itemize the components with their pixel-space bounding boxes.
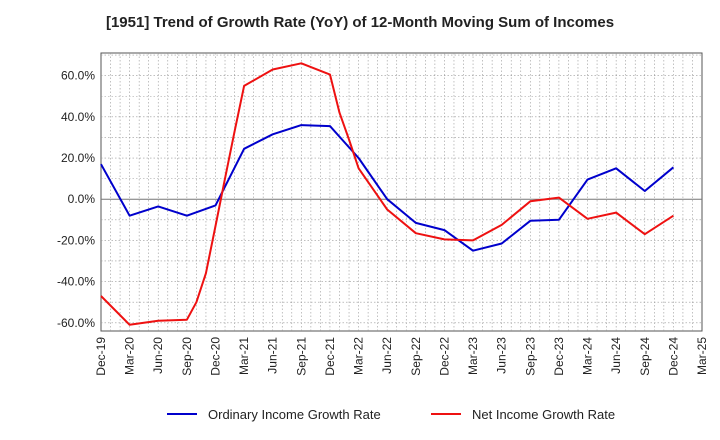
x-tick-label: Dec-21 xyxy=(323,337,337,376)
y-tick-label: 0.0% xyxy=(68,192,96,206)
chart-title: [1951] Trend of Growth Rate (YoY) of 12-… xyxy=(105,14,615,31)
x-tick-label: Mar-24 xyxy=(581,337,595,375)
y-tick-label: 40.0% xyxy=(61,110,95,124)
series-line-1 xyxy=(100,124,675,252)
x-tick-label: Sep-23 xyxy=(523,337,537,376)
x-tick-label: Dec-23 xyxy=(552,337,566,376)
y-tick-label: -60.0% xyxy=(57,316,95,330)
x-tick-label: Sep-20 xyxy=(180,337,194,376)
x-tick-label: Jun-21 xyxy=(266,337,280,374)
x-tick-label: Mar-25 xyxy=(695,337,709,375)
y-tick-label: -20.0% xyxy=(57,233,95,247)
x-tick-label: Sep-22 xyxy=(409,337,423,376)
x-tick-label: Mar-22 xyxy=(352,337,366,375)
x-tick-label: Dec-20 xyxy=(208,337,222,376)
y-tick-label: 60.0% xyxy=(61,69,95,83)
x-tick-label: Dec-22 xyxy=(437,337,451,376)
legend-label-1: Ordinary Income Growth Rate xyxy=(208,407,381,422)
x-tick-label: Sep-21 xyxy=(294,337,308,376)
x-tick-label: Dec-24 xyxy=(666,337,680,376)
x-tick-label: Mar-20 xyxy=(123,337,137,375)
legend-label-2: Net Income Growth Rate xyxy=(472,407,615,422)
y-tick-label: 20.0% xyxy=(61,151,95,165)
x-tick-label: Dec-19 xyxy=(94,337,108,376)
x-tick-label: Jun-20 xyxy=(151,337,165,374)
x-tick-label: Mar-23 xyxy=(466,337,480,375)
y-tick-label: -40.0% xyxy=(57,275,95,289)
x-tick-label: Jun-24 xyxy=(609,337,623,374)
x-tick-label: Mar-21 xyxy=(237,337,251,375)
series-line-2 xyxy=(100,62,674,326)
plot-area xyxy=(100,52,703,332)
x-tick-label: Jun-22 xyxy=(380,337,394,374)
x-tick-label: Jun-23 xyxy=(495,337,509,374)
x-tick-label: Sep-24 xyxy=(638,337,652,376)
